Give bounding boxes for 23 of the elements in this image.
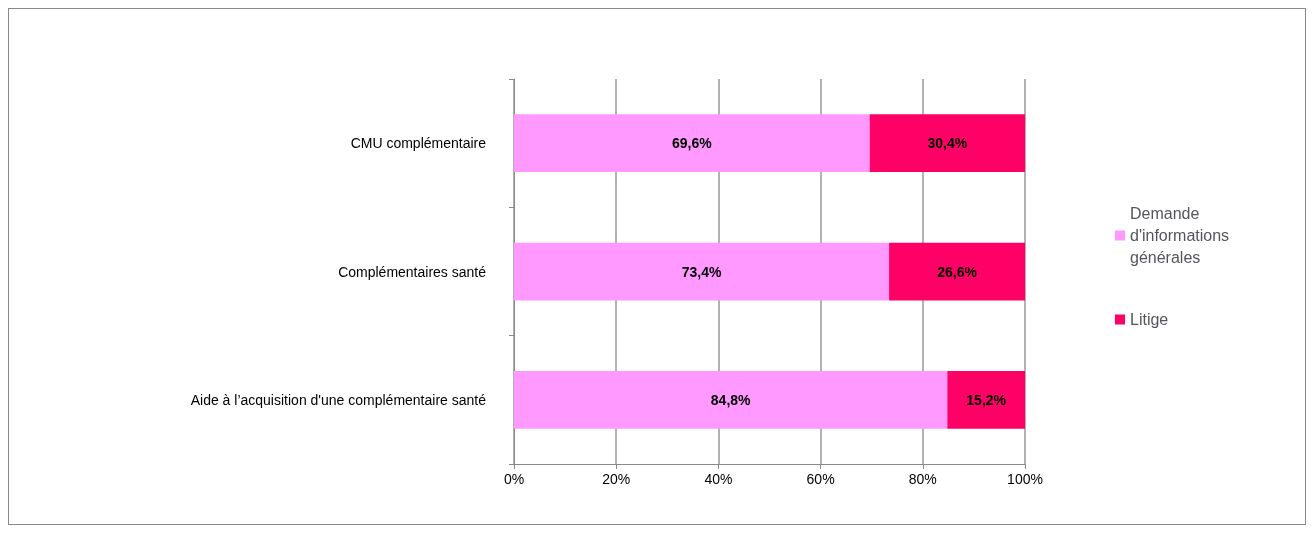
data-label: 84,8% [710,391,752,408]
x-tick-label: 20% [602,471,631,487]
data-label: 69,6% [671,135,713,152]
data-label: 30,4% [927,135,968,152]
bar [514,114,870,173]
data-label: 26,6% [937,263,978,280]
bar [514,242,890,301]
y-tick-label: Aide à l’acquisition d'une complémentaire santé [190,391,487,408]
x-tick-label: 60% [806,471,835,487]
x-tick-label: 40% [704,471,733,487]
x-tick-label: 100% [1007,471,1043,487]
y-tick-label: CMU complémentaire [350,135,487,152]
bar [869,114,1025,173]
x-tick-label: 0% [503,471,525,487]
bar [889,242,1025,301]
x-tick-label: 80% [908,471,937,487]
legend-label: Demande d'informations générales [1130,205,1234,266]
y-tick-label: Complémentaires santé [338,263,487,280]
data-label: 15,2% [966,391,1007,408]
bar [947,370,1025,429]
legend-label: Litige [1130,311,1169,328]
bar [514,370,948,429]
data-label: 73,4% [681,263,722,280]
